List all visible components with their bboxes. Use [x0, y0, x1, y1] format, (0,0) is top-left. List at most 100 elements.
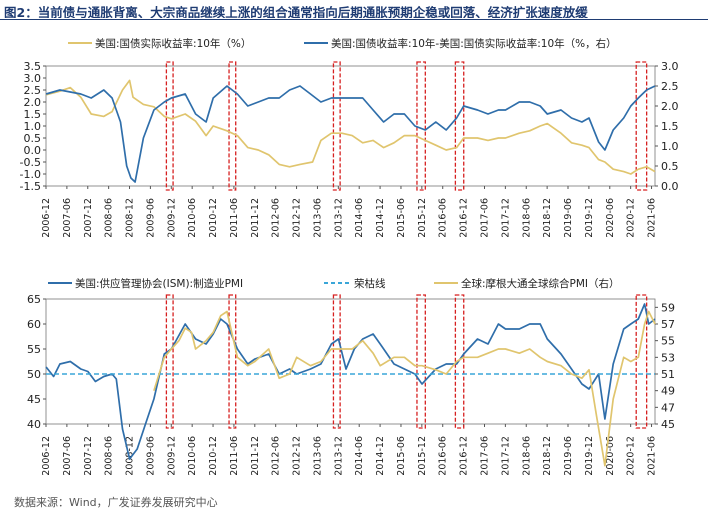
left-axis-tick-label: 1.5 [24, 108, 42, 121]
x-axis-tick-label: 2021-06 [647, 198, 658, 238]
highlight-period-box [332, 61, 341, 191]
series-line [45, 303, 656, 460]
left-axis-tick-label: -1.5 [20, 180, 41, 193]
x-axis-tick-label: 2018-06 [521, 198, 532, 238]
legend-label-breakeven: 美国:国债收益率:10年-美国:国债实际收益率:10年（%，右） [331, 37, 617, 50]
x-axis-tick-label: 2016-06 [438, 436, 449, 476]
legend-label-global-pmi: 全球:摩根大通全球综合PMI（右） [461, 277, 620, 290]
x-axis-tick-label: 2011-12 [250, 198, 261, 238]
left-axis-tick-label: 2.5 [24, 84, 42, 97]
right-axis-tick-label: 1.0 [661, 140, 679, 153]
x-axis-tick-label: 2013-06 [312, 198, 323, 238]
x-axis-tick-label: 2015-06 [396, 436, 407, 476]
legend-label-ism-pmi: 美国:供应管理协会(ISM):制造业PMI [75, 277, 243, 290]
x-axis-tick-label: 2016-12 [459, 436, 470, 476]
x-axis-tick-label: 2019-06 [563, 436, 574, 476]
x-axis-tick-label: 2011-06 [229, 436, 240, 476]
x-axis-tick-label: 2006-12 [41, 436, 52, 476]
right-axis-tick-label: 47 [661, 401, 675, 414]
x-axis-tick-label: 2008-06 [104, 198, 115, 238]
left-axis-tick-label: 0.5 [24, 132, 42, 145]
x-axis-tick-label: 2017-12 [500, 436, 511, 476]
x-axis-tick-label: 2021-06 [647, 436, 658, 476]
series-line [45, 79, 656, 175]
x-axis-tick-label: 2010-12 [208, 436, 219, 476]
x-axis-tick-label: 2017-06 [479, 436, 490, 476]
rates-legend: 美国:国债实际收益率:10年（%） 美国:国债收益率:10年-美国:国债实际收益… [68, 37, 617, 50]
highlight-period-box [165, 61, 174, 191]
right-axis-tick-label: 1.5 [661, 120, 679, 133]
left-axis-tick-label: 2.0 [24, 96, 42, 109]
x-axis-tick-label: 2019-12 [584, 436, 595, 476]
right-axis-tick-label: 49 [661, 385, 675, 398]
x-axis-tick-label: 2014-12 [375, 198, 386, 238]
highlight-period-box [454, 61, 465, 191]
x-axis-tick-label: 2015-12 [417, 198, 428, 238]
left-axis-tick-label: 45 [27, 393, 41, 406]
x-axis-tick-label: 2013-06 [312, 436, 323, 476]
x-axis-tick-label: 2018-06 [521, 436, 532, 476]
plot-area-frame [45, 298, 656, 425]
series-line [153, 310, 656, 467]
left-axis-tick-label: 65 [27, 293, 41, 306]
highlight-period-box [165, 294, 174, 429]
x-axis-tick-label: 2007-12 [83, 436, 94, 476]
x-axis-tick-label: 2009-12 [166, 436, 177, 476]
legend-label-real-yield: 美国:国债实际收益率:10年（%） [95, 37, 251, 50]
series-line [45, 85, 656, 183]
right-axis-tick-label: 55 [661, 335, 675, 348]
x-axis-tick-label: 2013-12 [333, 198, 344, 238]
left-axis-tick-label: -1.0 [20, 168, 41, 181]
x-axis-tick-label: 2012-12 [292, 198, 303, 238]
x-axis-tick-label: 2009-06 [145, 198, 156, 238]
x-axis-tick-label: 2019-12 [584, 198, 595, 238]
x-axis-tick-label: 2020-12 [626, 198, 637, 238]
x-axis-tick-label: 2020-12 [626, 436, 637, 476]
highlight-period-box [454, 294, 465, 429]
x-axis-tick-label: 2017-12 [500, 198, 511, 238]
left-axis-tick-label: 3.5 [24, 60, 42, 73]
figure-title: 图2：当前债与通胀背离、大宗商品继续上涨的组合通常指向后期通胀预期企稳或回落、经… [4, 5, 588, 18]
x-axis-tick-label: 2018-12 [542, 198, 553, 238]
right-axis-tick-label: 59 [661, 301, 675, 314]
title-rule [0, 19, 708, 20]
right-axis-tick-label: 0.0 [661, 180, 679, 193]
left-axis-tick-label: 3.0 [24, 72, 42, 85]
right-axis-tick-label: 53 [661, 351, 675, 364]
x-axis-tick-label: 2008-12 [125, 436, 136, 476]
left-axis-tick-label: -0.5 [20, 156, 41, 169]
x-axis-tick-label: 2016-06 [438, 198, 449, 238]
highlight-period-box [228, 61, 237, 191]
x-axis-tick-label: 2018-12 [542, 436, 553, 476]
x-axis-tick-label: 2016-12 [459, 198, 470, 238]
highlight-period-box [635, 294, 648, 429]
x-axis-tick-label: 2012-06 [271, 198, 282, 238]
highlight-period-box [332, 294, 341, 429]
x-axis-tick-label: 2013-12 [333, 436, 344, 476]
highlight-period-box [416, 294, 426, 429]
x-axis-tick-label: 2011-06 [229, 198, 240, 238]
rates-chart: 美国:国债实际收益率:10年（%） 美国:国债收益率:10年-美国:国债实际收益… [20, 37, 679, 238]
highlight-period-box [228, 294, 237, 429]
x-axis-tick-label: 2012-12 [292, 436, 303, 476]
left-axis-tick-label: 0.0 [24, 144, 42, 157]
x-axis-tick-label: 2010-06 [187, 198, 198, 238]
right-axis-tick-label: 0.5 [661, 160, 679, 173]
highlight-period-box [416, 61, 426, 191]
x-axis-tick-label: 2017-06 [479, 198, 490, 238]
pmi-chart: 美国:供应管理协会(ISM):制造业PMI 荣枯线 全球:摩根大通全球综合PMI… [27, 277, 675, 476]
x-axis-tick-label: 2008-12 [125, 198, 136, 238]
right-axis-tick-label: 51 [661, 368, 675, 381]
x-axis-tick-label: 2015-12 [417, 436, 428, 476]
x-axis-tick-label: 2012-06 [271, 436, 282, 476]
x-axis-tick-label: 2008-06 [104, 436, 115, 476]
x-axis-tick-label: 2010-06 [187, 436, 198, 476]
x-axis-tick-label: 2010-12 [208, 198, 219, 238]
x-axis-tick-label: 2009-12 [166, 198, 177, 238]
right-axis-tick-label: 2.5 [661, 80, 679, 93]
x-axis-tick-label: 2014-06 [354, 436, 365, 476]
left-axis-tick-label: 60 [27, 318, 41, 331]
pmi-legend: 美国:供应管理协会(ISM):制造业PMI 荣枯线 全球:摩根大通全球综合PMI… [48, 277, 620, 290]
x-axis-tick-label: 2019-06 [563, 198, 574, 238]
right-axis-tick-label: 3.0 [661, 60, 679, 73]
